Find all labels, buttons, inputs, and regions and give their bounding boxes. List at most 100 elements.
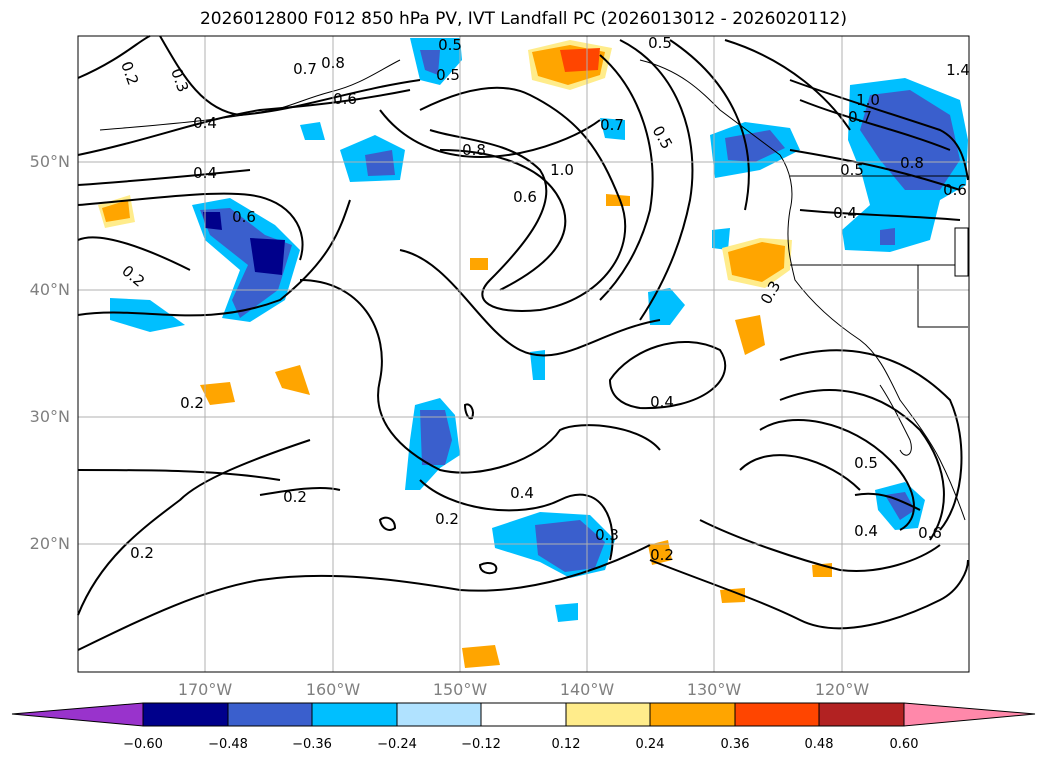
lat-label: 40°N (29, 280, 70, 299)
contour-line (799, 209, 961, 221)
colorbar-bin (227, 702, 313, 727)
contour-line (463, 403, 474, 420)
orange-region (606, 194, 630, 206)
contour-label: 0.7 (293, 60, 317, 78)
orange-region (735, 315, 765, 355)
colorbar-tick-label: −0.24 (377, 737, 417, 752)
lon-label: 160°W (305, 680, 361, 699)
contour-label: 0.2 (283, 488, 307, 506)
contour-label: 0.4 (193, 114, 217, 132)
coastline (879, 384, 912, 456)
coastline (99, 59, 401, 131)
contour-line (77, 544, 651, 651)
contour-label: 0.4 (833, 204, 857, 222)
coastline (954, 227, 969, 277)
coastline (639, 59, 966, 521)
orange-region (648, 540, 672, 565)
contour-label: 0.5 (854, 454, 878, 472)
blue-region (420, 50, 440, 75)
colorbar-tick-label: −0.48 (208, 737, 248, 752)
colorbar-bin (311, 702, 398, 727)
contour-label: 0.6 (918, 524, 942, 542)
contour-line (77, 89, 411, 156)
contour-line (439, 149, 567, 291)
contour-label: 0.6 (943, 181, 967, 199)
colorbar-bin (396, 702, 482, 727)
contour-line (779, 349, 963, 531)
lon-label: 120°W (814, 680, 870, 699)
blue-region (648, 288, 685, 325)
contour-label: 0.5 (840, 161, 864, 179)
contour-line (399, 249, 661, 357)
contour-line (259, 486, 341, 496)
contour-label: 0.2 (435, 510, 459, 528)
contour-line (77, 236, 191, 271)
lon-label: 150°W (432, 680, 488, 699)
colorbar-bin (480, 702, 567, 727)
contour-line (699, 519, 941, 572)
orange-region (720, 588, 745, 603)
contour-line (789, 149, 961, 191)
contour-label: 1.0 (856, 91, 880, 109)
colorbar-tick-label: 0.60 (889, 737, 919, 752)
contour-label: 1.0 (550, 161, 574, 179)
contour-label: 0.6 (513, 188, 537, 206)
colorbar-bin (565, 702, 651, 727)
blue-region (530, 350, 545, 380)
contour-line (739, 454, 861, 491)
contour-label: 0.4 (854, 522, 878, 540)
contour-label: 0.6 (333, 90, 357, 108)
colorbar-bin (142, 702, 229, 727)
blue-region (600, 118, 625, 140)
blue-region (712, 228, 730, 250)
orange-region (728, 242, 785, 282)
blue-region (250, 238, 285, 275)
colorbar-tick-label: −0.60 (123, 737, 163, 752)
contour-line (649, 559, 969, 630)
colorbar-tick-label: 0.12 (551, 737, 581, 752)
blue-region (110, 298, 185, 332)
shaded-regions (98, 38, 968, 668)
chart-title: 2026012800 F012 850 hPa PV, IVT Landfall… (199, 9, 847, 29)
coastlines (99, 59, 969, 521)
blue-region (420, 410, 452, 465)
contour-label: 0.4 (193, 164, 217, 182)
contour-label: 0.2 (650, 546, 674, 564)
lon-label: 170°W (177, 680, 233, 699)
blue-region (725, 130, 785, 162)
contour-label: 0.5 (438, 36, 462, 54)
blue-region (885, 492, 915, 520)
contour-line (779, 389, 945, 541)
contour-line (854, 492, 921, 511)
contour-label: 1.4 (946, 61, 970, 79)
contour-label: 0.8 (900, 154, 924, 172)
lon-label: 130°W (686, 680, 742, 699)
contour-line (789, 79, 969, 181)
contour-line (299, 279, 661, 474)
blue-region (880, 228, 895, 245)
orange-region (275, 365, 310, 395)
contour-label: 0.6 (232, 208, 256, 226)
map-frame (77, 35, 970, 673)
contour-line (77, 439, 311, 616)
contour-line (669, 39, 750, 211)
orange-region (462, 645, 500, 668)
contour-label: 0.5 (648, 34, 672, 52)
contour-line (77, 469, 281, 481)
contour-label: 0.4 (650, 393, 674, 411)
lon-label: 140°W (559, 680, 615, 699)
blue-region (555, 603, 578, 622)
contour-line (759, 419, 915, 531)
colorbar-tick-label: 0.24 (635, 737, 665, 752)
contour-line (599, 54, 654, 301)
contour-line (799, 99, 951, 151)
colorbar (11, 702, 1036, 727)
lat-label: 20°N (29, 534, 70, 553)
orange-region (102, 200, 130, 222)
colorbar-extend-high (903, 702, 1036, 727)
orange-region (560, 48, 600, 72)
orange-region (470, 258, 488, 270)
colorbar-bin (734, 702, 820, 727)
contour-line (419, 86, 627, 312)
colorbar-extend-low (11, 702, 144, 727)
